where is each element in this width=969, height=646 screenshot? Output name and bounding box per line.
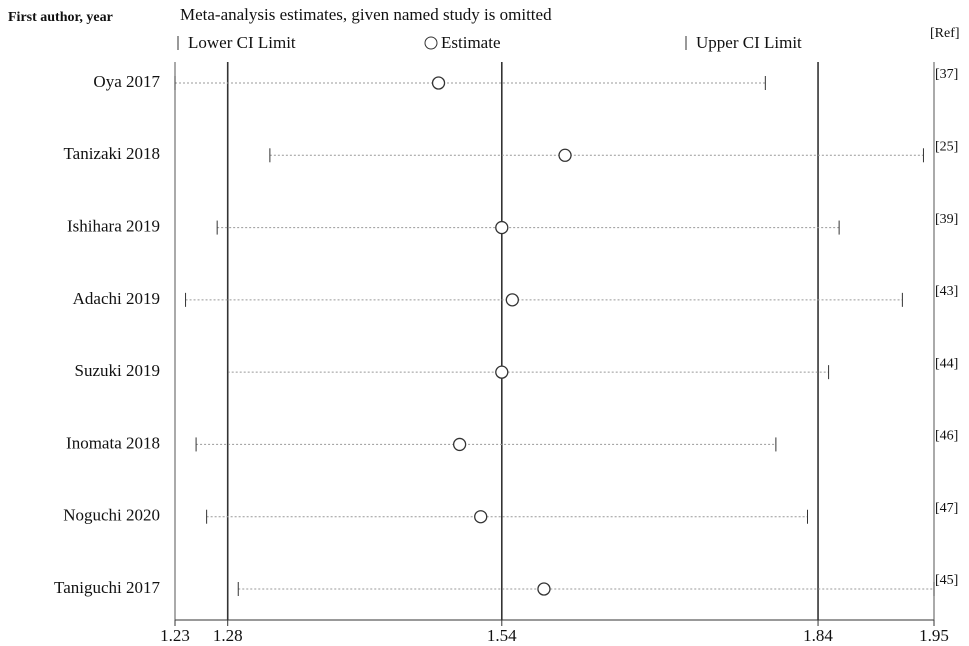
y-tick-label: Adachi 2019	[73, 289, 160, 308]
y-tick-label: Oya 2017	[93, 72, 160, 91]
estimate	[558, 148, 572, 162]
estimate	[452, 437, 467, 452]
y-tick-label: Noguchi 2020	[63, 506, 160, 525]
ref-label: [46]	[935, 429, 958, 444]
x-tick-label: 1.84	[803, 626, 833, 645]
chart-title: Meta-analysis estimates, given named stu…	[180, 5, 552, 24]
legend-label: Lower CI Limit	[188, 33, 296, 52]
legend-label: Upper CI Limit	[696, 33, 802, 52]
ref-label: [44]	[935, 356, 958, 371]
y-tick-label: Suzuki 2019	[75, 361, 160, 380]
y-tick-label: Tanizaki 2018	[63, 144, 160, 163]
y-tick-label: Inomata 2018	[66, 433, 160, 452]
legend-label: Estimate	[441, 33, 500, 52]
x-tick-label: 1.28	[213, 626, 243, 645]
ref-label: [25]	[935, 140, 958, 155]
estimate	[495, 365, 509, 379]
x-tick-label: 1.23	[160, 626, 190, 645]
ref-label: [47]	[935, 501, 958, 516]
ref-label: [45]	[935, 573, 958, 588]
ref-label: [37]	[935, 67, 958, 82]
x-tick-label: 1.54	[487, 626, 517, 645]
x-tick-label: 1.95	[919, 626, 949, 645]
estimate	[537, 582, 551, 596]
estimate	[431, 76, 446, 90]
ref-label: [39]	[935, 212, 958, 227]
legend-estimate-icon	[424, 36, 438, 50]
estimate	[495, 220, 509, 235]
ref-label: [43]	[935, 284, 958, 299]
estimate	[474, 510, 488, 524]
column-header: First author, year	[8, 10, 113, 25]
estimate	[505, 293, 519, 307]
ref-header: [Ref]	[930, 26, 960, 41]
y-tick-label: Taniguchi 2017	[54, 578, 160, 597]
y-tick-label: Ishihara 2019	[67, 216, 160, 235]
